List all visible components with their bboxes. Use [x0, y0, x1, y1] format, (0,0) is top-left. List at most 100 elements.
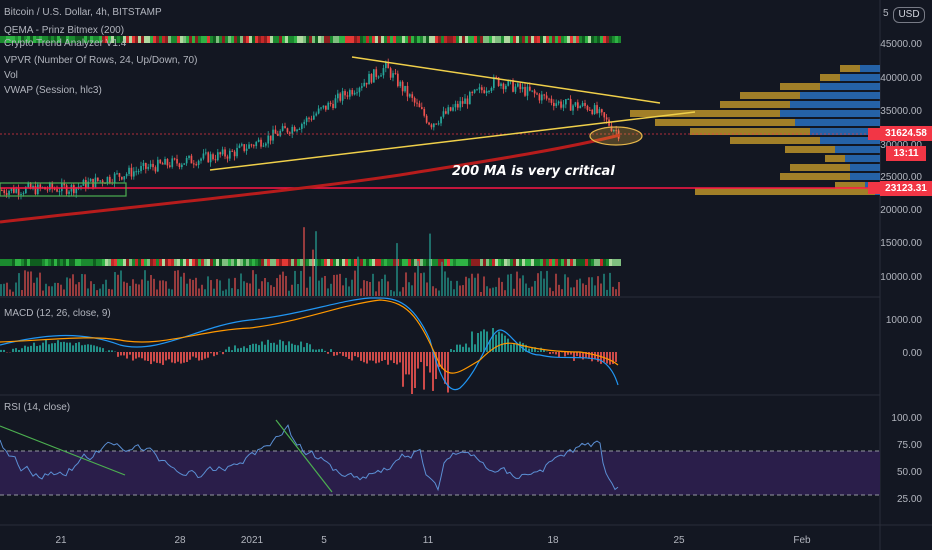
volume-bar [543, 278, 545, 296]
trend-bar-cell [288, 36, 291, 43]
indicator-qema-label[interactable]: QEMA - Prinz Bitmex (200) [4, 25, 125, 36]
macd-hist-bar [549, 352, 551, 354]
volume-bar [459, 285, 461, 296]
volume-bar [102, 284, 104, 296]
trend-bar-cell [147, 36, 150, 43]
candle-body [610, 125, 613, 131]
rsi-label[interactable]: RSI (14, close) [4, 402, 71, 413]
trend-bar-cell [228, 259, 231, 266]
candle-body [75, 187, 78, 194]
volume-bar [351, 279, 353, 296]
trend-bar-cell [369, 259, 372, 266]
trend-bar-cell [219, 259, 222, 266]
trend-bar-cell [66, 36, 69, 43]
volume-bar [303, 227, 305, 296]
trend-bar-cell [216, 36, 219, 43]
candle-body [284, 126, 286, 129]
currency-button[interactable]: USD [893, 7, 925, 23]
candle-body [500, 83, 502, 87]
trend-bar-cell [141, 259, 144, 266]
vpvr-row-down [785, 146, 835, 153]
volume-bar [300, 270, 302, 296]
trend-bar-cell [126, 36, 129, 43]
trend-bar-cell [462, 36, 465, 43]
macd-hist-bar [291, 343, 293, 352]
candle-body [8, 190, 10, 195]
candle-body [529, 86, 531, 91]
trend-bar-cell [96, 259, 99, 266]
volume-bar [330, 283, 332, 296]
candle-body [505, 85, 507, 90]
candle-body [265, 143, 267, 146]
vpvr-row-up [860, 65, 880, 72]
volume-bar [117, 274, 119, 296]
trend-bar-cell [63, 36, 66, 43]
volume-bar [357, 256, 359, 296]
trend-bar-cell [513, 259, 516, 266]
candle-body [22, 193, 25, 195]
trend-bar-cell [195, 36, 198, 43]
volume-bar [438, 290, 440, 296]
volume-bar [63, 289, 65, 296]
candle-body [10, 187, 13, 191]
volume-bar [339, 273, 341, 296]
candle-body [409, 94, 411, 97]
macd-label[interactable]: MACD (12, 26, close, 9) [4, 308, 111, 319]
macd-hist-bar [318, 349, 320, 352]
volume-bar [30, 271, 32, 296]
trend-bar-cell [462, 259, 465, 266]
volume-bar [60, 284, 62, 296]
macd-hist-bar [141, 352, 143, 359]
consolidation-box [0, 182, 127, 197]
candle-body [445, 111, 447, 114]
macd-hist-bar [138, 352, 140, 358]
indicator-vpvr-label[interactable]: VPVR (Number Of Rows, 24, Up/Down, 70) [4, 55, 198, 66]
trend-bar-cell [432, 259, 435, 266]
trend-bar-cell [18, 259, 21, 266]
candle-body [214, 159, 217, 161]
trend-bar-cell [594, 36, 597, 43]
volume-bar [312, 249, 314, 296]
trend-bar-cell [414, 36, 417, 43]
candle-body [490, 87, 493, 91]
volume-bar [420, 273, 422, 296]
trend-bar-cell [411, 259, 414, 266]
candle-body [404, 85, 406, 92]
candle-body [589, 109, 591, 111]
volume-bar [507, 274, 509, 296]
volume-bar [6, 282, 8, 296]
candle-body [152, 163, 154, 168]
indicator-vwap-label[interactable]: VWAP (Session, hlc3) [4, 85, 102, 96]
indicator-vol-label[interactable]: Vol [4, 70, 18, 81]
macd-hist-bar [381, 352, 383, 361]
trend-bar-cell [261, 259, 264, 266]
macd-hist-bar [336, 352, 338, 356]
macd-hist-bar [588, 352, 590, 359]
trend-bar-cell [273, 259, 276, 266]
trend-bar-cell [522, 259, 525, 266]
indicator-trend-analyzer-label[interactable]: Crypto Trend Analyzer V1.4 [4, 38, 127, 49]
time-tick: 25 [673, 535, 685, 546]
candle-body [562, 104, 565, 108]
candle-body [97, 177, 99, 181]
trend-bar-cell [36, 36, 39, 43]
volume-bar [33, 282, 35, 296]
candle-body [351, 90, 354, 95]
trend-bar-cell [330, 36, 333, 43]
macd-hist-bar [231, 350, 233, 352]
macd-hist-bar [246, 348, 248, 352]
macd-hist-bar [597, 352, 599, 362]
candle-body [416, 102, 418, 104]
volume-bar [582, 283, 584, 296]
trend-bar-cell [408, 36, 411, 43]
trend-bar-cell [459, 36, 462, 43]
candle-body [296, 129, 298, 132]
volume-bar [105, 279, 107, 296]
volume-bar [75, 284, 77, 296]
trend-bar-cell [450, 259, 453, 266]
volume-bar [369, 281, 371, 296]
macd-hist-bar [327, 352, 329, 354]
volume-bar [45, 283, 47, 296]
trend-bar-cell [420, 259, 423, 266]
